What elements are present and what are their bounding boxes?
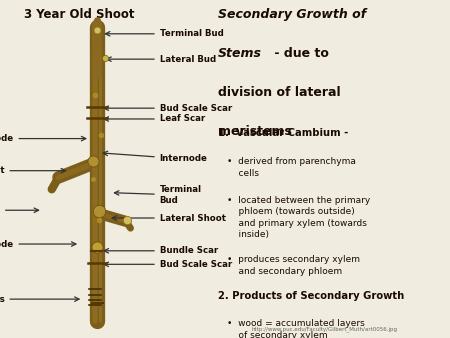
Text: Internode: Internode <box>103 151 207 163</box>
Text: •  derived from parenchyma
    cells: • derived from parenchyma cells <box>227 157 356 178</box>
Text: Bud Scale Scar: Bud Scale Scar <box>104 260 232 269</box>
Text: http://www.puc.edu/Faculty/Gilbert_Muth/art0056.jpg: http://www.puc.edu/Faculty/Gilbert_Muth/… <box>251 326 397 332</box>
Text: Terminal Bud: Terminal Bud <box>105 29 224 38</box>
Text: Node: Node <box>0 240 76 248</box>
Text: Bud Scale Scar: Bud Scale Scar <box>104 104 232 113</box>
Text: Node: Node <box>0 134 86 143</box>
Text: 1.  Vascular Cambium -: 1. Vascular Cambium - <box>218 128 348 139</box>
Text: Lateral Bud: Lateral Bud <box>107 55 216 64</box>
Text: meristems: meristems <box>218 125 292 138</box>
Text: Terminal Shoot: Terminal Shoot <box>0 166 66 175</box>
Text: Leaf Scar: Leaf Scar <box>104 115 205 123</box>
Text: division of lateral: division of lateral <box>218 86 341 99</box>
Text: •  located between the primary
    phloem (towards outside)
    and primary xyle: • located between the primary phloem (to… <box>227 196 370 239</box>
Text: •  produces secondary xylem
    and secondary phloem: • produces secondary xylem and secondary… <box>227 255 360 276</box>
Text: Bundle Scar: Bundle Scar <box>104 246 218 255</box>
Text: Stems: Stems <box>218 47 262 60</box>
Text: Lenticels: Lenticels <box>0 295 79 304</box>
Text: - due to: - due to <box>270 47 329 60</box>
Text: Lateral Shoot: Lateral Shoot <box>112 214 226 222</box>
Text: Secondary Growth of: Secondary Growth of <box>218 8 366 21</box>
Text: Terminal
Bud: Terminal Bud <box>114 185 202 205</box>
Text: 2. Products of Secondary Growth: 2. Products of Secondary Growth <box>218 291 405 301</box>
Text: Lateral Bud: Lateral Bud <box>0 206 39 215</box>
Text: 3 Year Old Shoot: 3 Year Old Shoot <box>23 8 134 21</box>
Text: •  wood = accumulated layers
    of secondary xylem: • wood = accumulated layers of secondary… <box>227 319 365 338</box>
